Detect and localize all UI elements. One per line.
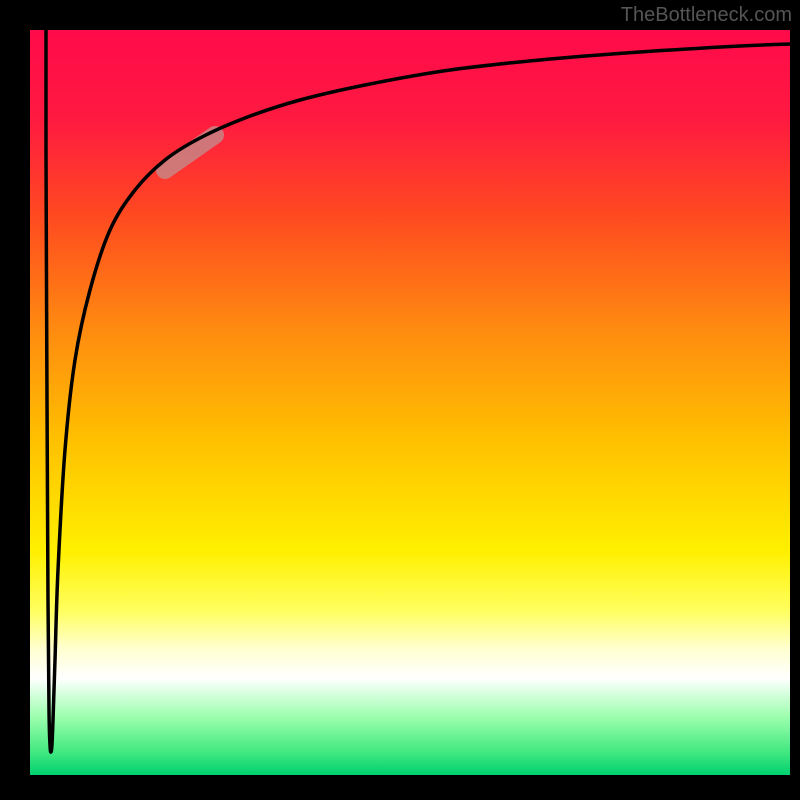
attribution-text: TheBottleneck.com (621, 4, 792, 27)
chart-svg (0, 0, 800, 800)
bottleneck-curve (46, 30, 790, 752)
